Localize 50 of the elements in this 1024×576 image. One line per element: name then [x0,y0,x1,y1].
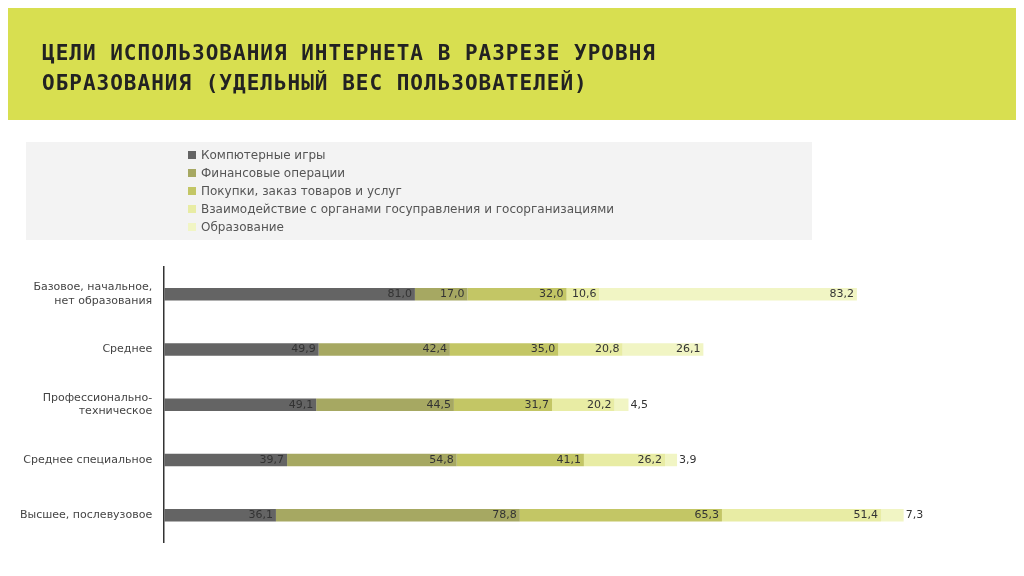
data-label: 31,7 [524,397,550,411]
bar [721,508,882,522]
bar [456,453,584,467]
data-label: 26,1 [675,342,701,356]
bar [287,453,457,467]
data-label: 17,0 [440,287,465,301]
data-label: 44,5 [426,397,451,411]
y-tick-label: Профессионально-техническое [42,390,153,418]
data-label: 65,3 [694,508,719,522]
bar [164,398,317,411]
bar [622,343,704,356]
y-tick-label: Высшее, послевузовое [19,508,153,522]
data-label: 20,8 [595,342,620,356]
legend-label: Покупки, заказ товаров и услуг [201,183,402,200]
data-label: 35,0 [530,342,556,356]
bar [614,398,629,411]
data-label: 42,4 [422,342,447,356]
legend-label: Взаимодействие с органами госуправления и госорганизациями [201,201,615,218]
legend-label: Компютерные игры [201,147,326,164]
data-label: 26,2 [637,452,662,466]
data-label: 32,0 [539,287,564,301]
y-tick-label: Базовое, начальное, нет образования [33,280,153,307]
data-label: 4,5 [630,397,648,411]
bar [316,398,454,411]
data-label: 41,1 [556,452,581,466]
bar [519,508,722,522]
data-label: 7,3 [905,508,924,522]
legend-label: Образование [201,219,284,236]
bar [164,343,319,356]
chart-title: ЦЕЛИ ИСПОЛЬЗОВАНИЯ ИНТЕРНЕТА В РАЗРЕЗЕ УРОВНЯ ОБРАЗОВАНИЯ (УДЕЛЬНЫЙ ВЕС ПОЛЬЗОВАТЕЛЕЙ) [42,40,657,97]
data-label: 10,6 [571,287,597,301]
y-tick-label: Среднее специальное [23,452,153,466]
data-label: 54,8 [429,452,454,466]
data-label: 78,8 [492,508,517,522]
bar [453,398,553,411]
bar [665,453,678,467]
bar [558,343,623,356]
y-tick-label: Среднее [102,342,153,356]
data-label: 20,2 [587,397,612,411]
bar [881,508,904,522]
bar [318,343,450,356]
bar [164,288,415,301]
bar [599,288,857,301]
bar [449,343,559,356]
data-label: 51,4 [853,508,879,522]
bar [275,508,520,522]
legend-label: Финансовые операции [201,165,346,182]
bar [552,398,615,411]
data-label: 3,9 [679,452,697,466]
data-label: 83,2 [829,287,854,301]
